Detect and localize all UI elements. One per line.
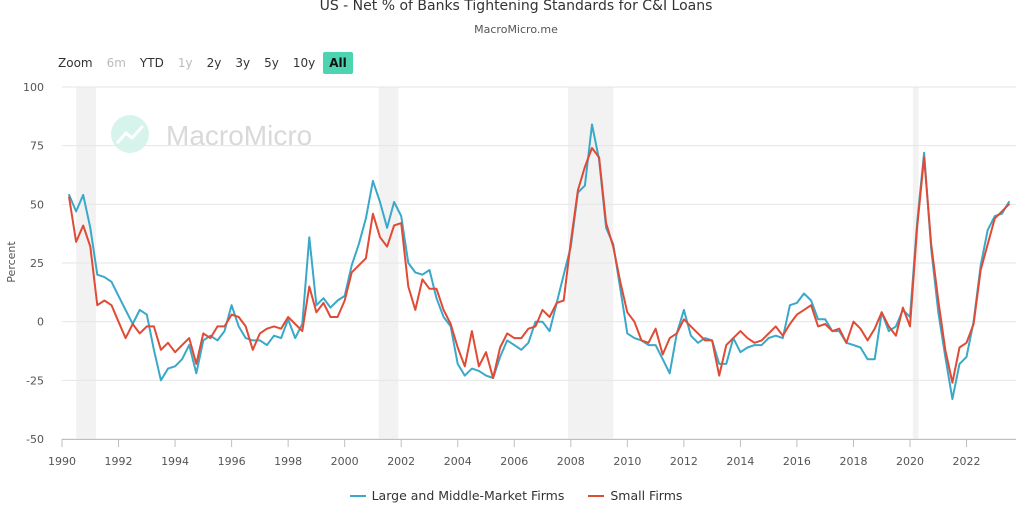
y-tick-label: 25 <box>30 257 44 270</box>
watermark-text: MacroMicro <box>166 120 312 151</box>
x-tick-label: 2016 <box>783 455 811 468</box>
x-tick-label: 1992 <box>105 455 133 468</box>
legend-item-large[interactable]: Large and Middle-Market Firms <box>349 488 565 503</box>
series-line-small-firms[interactable] <box>68 147 1010 384</box>
zoom-5y-button[interactable]: 5y <box>264 56 279 70</box>
zoom-toolbar: Zoom 6m YTD 1y 2y 3y 5y 10y All <box>58 52 355 74</box>
legend-label-large: Large and Middle-Market Firms <box>371 488 565 503</box>
y-axis-title: Percent <box>5 241 18 283</box>
x-tick-label: 2012 <box>670 455 698 468</box>
watermark-trend-icon <box>116 125 144 144</box>
x-tick-label: 2004 <box>444 455 472 468</box>
zoom-10y-button[interactable]: 10y <box>292 56 316 70</box>
zoom-2y-button[interactable]: 2y <box>206 56 222 70</box>
zoom-3y-button[interactable]: 3y <box>235 56 251 70</box>
chart-subtitle: MacroMicro.me <box>474 23 558 36</box>
x-tick-label: 2006 <box>500 455 528 468</box>
x-tick-label: 2002 <box>387 455 415 468</box>
x-tick-label: 2008 <box>557 455 585 468</box>
watermark-logo-icon <box>111 115 149 153</box>
zoom-1y-button[interactable]: 1y <box>177 56 193 70</box>
zoom-all-button[interactable]: All <box>323 52 353 74</box>
x-tick-label: 2000 <box>331 455 359 468</box>
zoom-6m-button[interactable]: 6m <box>106 56 126 70</box>
legend-swatch-small <box>588 494 605 497</box>
x-tick-label: 1990 <box>48 455 76 468</box>
x-tick-label: 1996 <box>218 455 246 468</box>
series-line-large-firms[interactable] <box>68 123 1010 401</box>
zoom-ytd-button[interactable]: YTD <box>139 56 164 70</box>
watermark: MacroMicro <box>111 115 312 153</box>
y-tick-label: 0 <box>37 316 44 329</box>
legend-item-small[interactable]: Small Firms <box>588 488 682 503</box>
y-tick-label: -25 <box>26 374 44 387</box>
y-axis: 100 75 50 25 0 -25 -50 <box>23 81 44 446</box>
series-lines <box>68 123 1010 401</box>
y-tick-label: 100 <box>23 81 44 94</box>
y-tick-label: -50 <box>26 433 44 446</box>
x-axis: 1990 1992 1994 1996 1998 2000 2002 2004 2006 2008… <box>48 439 1016 468</box>
x-tick-label: 2010 <box>613 455 641 468</box>
x-tick-label: 2020 <box>896 455 924 468</box>
x-tick-label: 1994 <box>161 455 189 468</box>
chart-title: US - Net % of Banks Tightening Standards… <box>319 0 713 14</box>
y-tick-label: 75 <box>30 140 44 153</box>
x-tick-label: 2022 <box>953 455 981 468</box>
legend-label-small: Small Firms <box>610 488 683 503</box>
legend-swatch-large <box>349 494 366 497</box>
x-tick-label: 2018 <box>839 455 867 468</box>
x-tick-label: 1998 <box>274 455 302 468</box>
zoom-label: Zoom <box>58 56 93 70</box>
x-tick-label: 2014 <box>726 455 754 468</box>
legend: Large and Middle-Market Firms Small Firm… <box>0 488 1032 503</box>
y-tick-label: 50 <box>30 198 44 211</box>
